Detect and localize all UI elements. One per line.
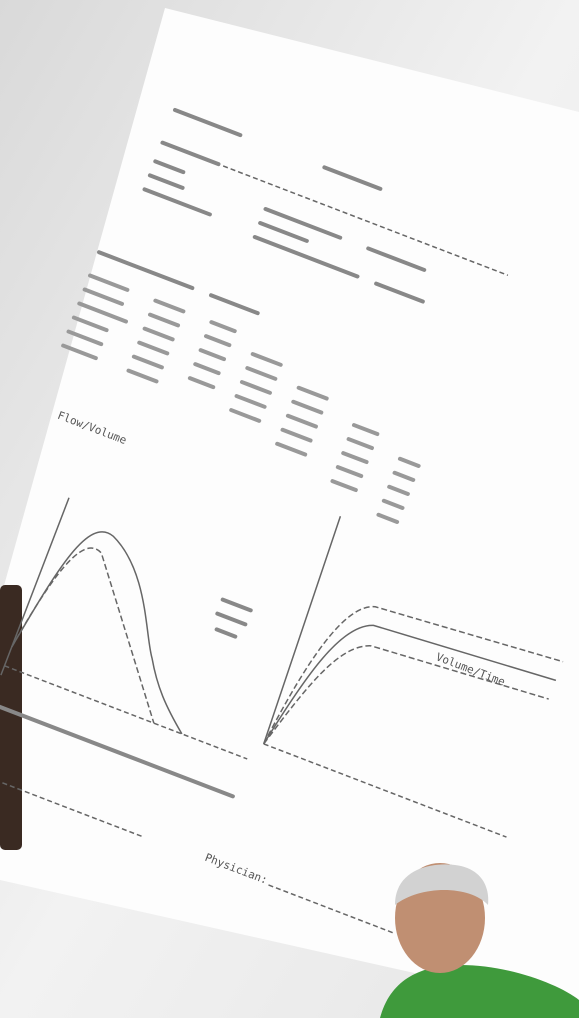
header-text	[96, 108, 427, 316]
volume-time-chart	[263, 516, 564, 838]
paper	[0, 8, 579, 1010]
device	[0, 585, 22, 850]
legend-text	[0, 597, 253, 799]
person	[380, 863, 579, 1018]
flow-volume-chart	[0, 497, 248, 760]
table-text	[61, 273, 421, 524]
